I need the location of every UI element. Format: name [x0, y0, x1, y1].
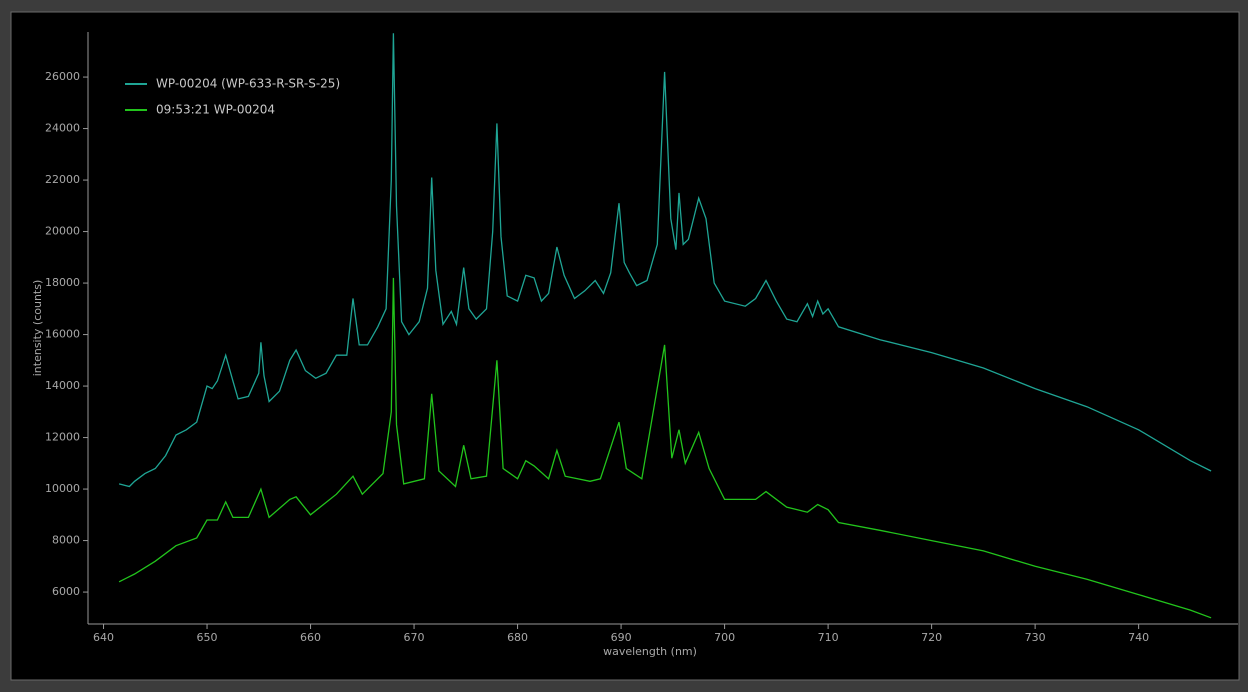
series-line	[118, 33, 1212, 488]
y-tick-label: 18000	[45, 276, 80, 289]
series-line	[118, 277, 1212, 619]
x-tick-label: 730	[1025, 631, 1046, 644]
x-tick-label: 740	[1128, 631, 1149, 644]
y-tick-label: 16000	[45, 328, 80, 341]
y-tick-label: 10000	[45, 482, 80, 495]
y-tick-label: 20000	[45, 225, 80, 238]
y-tick-label: 26000	[45, 70, 80, 83]
legend-label: WP-00204 (WP-633-R-SR-S-25)	[156, 77, 340, 91]
x-axis-label: wavelength (nm)	[603, 645, 697, 658]
y-axis-label: intensity (counts)	[31, 280, 44, 377]
y-tick-label: 22000	[45, 173, 80, 186]
y-tick-label: 24000	[45, 122, 80, 135]
y-tick-label: 8000	[52, 534, 80, 547]
y-tick-label: 14000	[45, 379, 80, 392]
x-tick-label: 650	[197, 631, 218, 644]
x-tick-label: 660	[300, 631, 321, 644]
x-tick-label: 720	[921, 631, 942, 644]
legend-label: 09:53:21 WP-00204	[156, 103, 275, 117]
x-tick-label: 640	[93, 631, 114, 644]
x-tick-label: 690	[611, 631, 632, 644]
x-tick-label: 670	[404, 631, 425, 644]
x-tick-label: 700	[714, 631, 735, 644]
x-tick-label: 680	[507, 631, 528, 644]
x-tick-label: 710	[818, 631, 839, 644]
y-tick-label: 12000	[45, 431, 80, 444]
y-tick-label: 6000	[52, 585, 80, 598]
plot-panel	[10, 11, 1240, 681]
